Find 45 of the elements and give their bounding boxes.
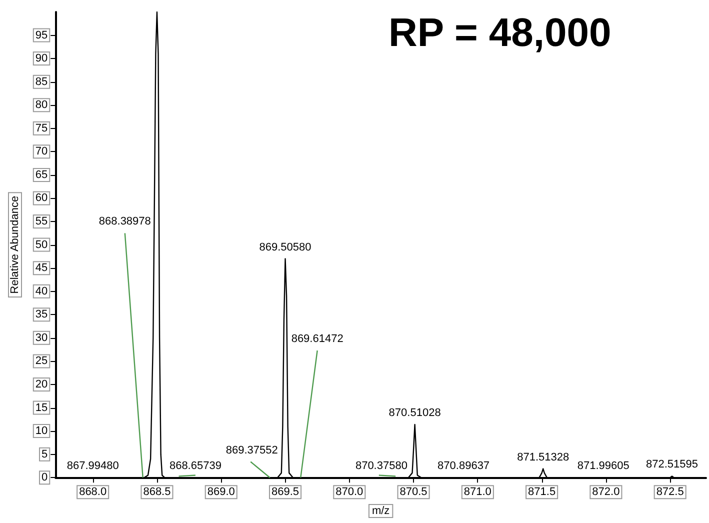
y-tick-label: 80: [35, 99, 48, 112]
annotation: 868.38978: [98, 216, 151, 228]
x-tick-label: 868.0: [79, 486, 107, 498]
y-tick-label: 75: [35, 122, 48, 134]
annotation: 867.99480: [66, 460, 119, 472]
y-tick-label: 90: [35, 52, 48, 65]
x-tick-label: 872.0: [592, 486, 620, 498]
chart-title: RP = 48,000: [388, 11, 612, 55]
x-tick-label: 872.5: [656, 486, 684, 498]
x-tick-label: 870.5: [400, 486, 428, 498]
y-axis-title: Relative Abundance: [9, 196, 21, 294]
y-tick-label: 25: [35, 355, 48, 368]
x-tick-label: 870.0: [336, 486, 364, 498]
y-tick-label: 10: [35, 425, 48, 438]
annotation: 869.37552: [226, 444, 278, 456]
x-tick-label: 871.5: [528, 486, 556, 498]
y-tick-label: 15: [35, 402, 48, 414]
y-tick-label: 85: [35, 76, 48, 88]
annotation: 869.61472: [291, 332, 344, 345]
y-tick-label: 30: [35, 332, 48, 344]
annotation: 872.51595: [646, 458, 698, 471]
annotation: 870.89637: [438, 460, 490, 472]
x-tick-label: 869.5: [271, 486, 300, 498]
annotation: 870.37580: [355, 460, 408, 472]
y-tick-label: 60: [35, 192, 48, 204]
y-tick-label: 0: [42, 472, 48, 484]
x-axis-title: m/z: [372, 505, 390, 517]
y-tick-label: 65: [35, 168, 48, 181]
y-tick-label: 35: [35, 308, 48, 321]
x-tick-label: 868.5: [143, 486, 171, 498]
y-tick-label: 50: [35, 238, 48, 251]
annotation: 869.50580: [259, 241, 312, 254]
y-tick-label: 40: [35, 285, 48, 298]
y-tick-label: 70: [35, 146, 48, 158]
annotation: 871.51328: [517, 451, 570, 464]
y-tick-label: 20: [35, 378, 48, 390]
y-tick-label: 5: [42, 448, 48, 460]
annotation: 870.51028: [388, 407, 441, 420]
y-tick-label: 95: [35, 29, 48, 42]
x-tick-label: 871.0: [464, 486, 492, 498]
annotation: 868.65739: [169, 460, 222, 472]
x-tick-label: 869.0: [207, 486, 235, 498]
annotation: 871.99605: [577, 460, 630, 472]
y-tick-label: 45: [35, 262, 48, 274]
y-tick-label: 55: [35, 216, 48, 228]
